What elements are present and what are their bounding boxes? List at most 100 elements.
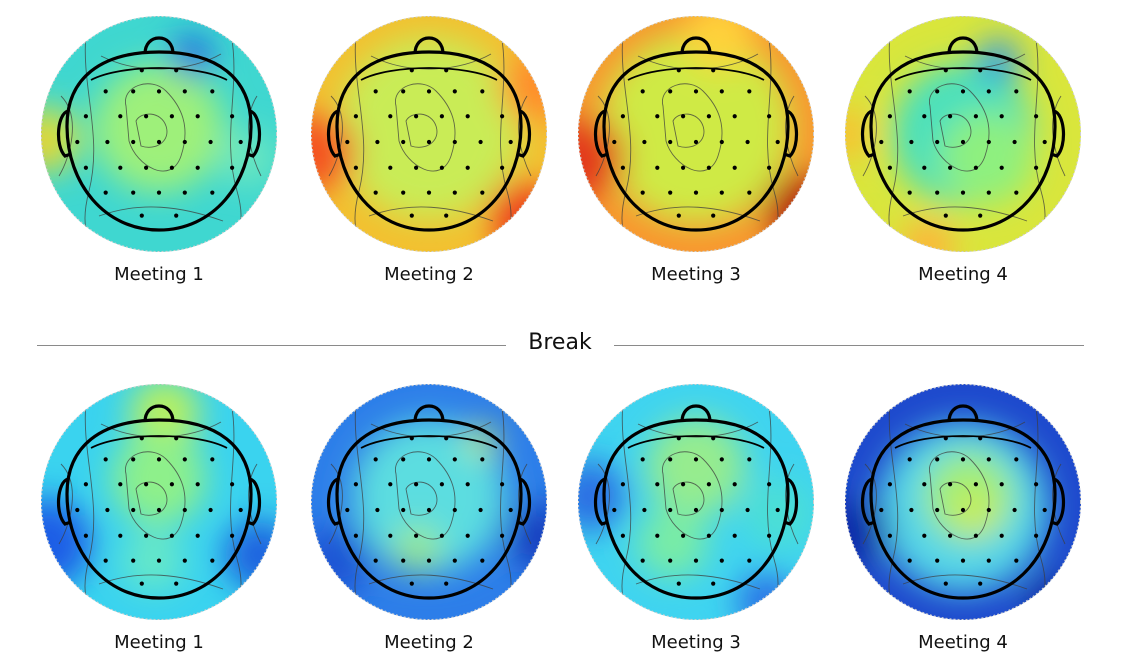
electrode-dot [655,533,660,538]
electrode-dot [353,165,358,170]
electrode-dot [668,190,673,195]
electrode-dot [960,558,966,563]
head-outline [327,36,531,232]
left-ear-icon [327,477,342,526]
electrode-dot [452,558,457,563]
electrode-dot [960,507,966,513]
electrode-dot [907,558,912,563]
activation-region [311,525,371,597]
electrode-dot [444,213,449,218]
left-ear-icon [861,477,876,526]
electrode-dot [986,558,991,563]
electrode-dot [620,114,625,119]
electrode-dot [693,190,699,195]
activation-region [646,417,746,517]
electrode-dot [943,68,948,73]
electrode-dot [139,581,144,586]
electrode-dot [612,139,617,145]
electrode-dot [401,507,406,513]
electrode-dot [747,558,752,563]
electrode-dot [1042,507,1047,513]
electrode-dot [208,507,213,513]
activation-region [599,31,793,225]
electrode-dot [711,68,716,73]
left-ear-icon [861,109,876,158]
left-ear-icon [327,109,342,158]
activation-region [764,172,814,249]
electrode-dot [767,533,772,538]
activation-region [939,110,1034,205]
electrode-dot [345,139,350,145]
electrode-dot [909,507,914,513]
electrode-dot [986,89,991,94]
topomap-bottom-4 [845,384,1081,620]
electrode-dot [640,457,645,462]
electrode-dot [907,457,912,462]
electrode-dot [681,114,686,119]
nose-icon [680,404,712,423]
electrode-dot [373,457,378,462]
electrode-dot [426,89,432,94]
electrode-dot [118,482,123,487]
electrode-dot [210,457,215,462]
head-outline [57,404,261,600]
electrode-dot [747,457,752,462]
topomap-top-2 [311,16,547,252]
electrode-dot [144,482,149,487]
nose-icon [143,404,175,423]
electrode-dot [922,165,927,170]
electrode-dot [144,114,149,119]
electrode-dot [668,139,673,145]
electrode-dot [935,89,940,94]
activation-region [41,106,80,173]
electrode-dot [409,213,414,218]
electrode-dot [706,482,711,487]
electrode-dot [452,190,457,195]
electrode-dot [195,165,200,170]
electrode-dot [353,533,358,538]
electrode-dot [375,139,380,145]
electrode-dot [732,482,737,487]
electrode-dot [922,114,927,119]
electrode-dot [693,139,699,145]
map-border [578,384,814,620]
electrode-dot [373,190,378,195]
electrode-dot [426,190,432,195]
electrode-dot [668,89,673,94]
electrode-dot [887,533,892,538]
electrode-dot [948,533,953,538]
electrode-dot [169,165,174,170]
head-outline [327,404,531,600]
electrode-dot [388,533,393,538]
electrode-dot [156,457,162,462]
electrode-dot [210,558,215,563]
electrode-dot [452,457,457,462]
electrode-dot [465,533,470,538]
topomap-top-4 [845,16,1081,252]
electrode-dot [156,139,162,145]
electrode-dot [655,114,660,119]
activation-region [488,181,547,252]
electrode-dot [948,114,953,119]
electrode-dot [1034,482,1039,487]
activation-region [311,112,356,191]
electrode-dot [681,482,686,487]
electrode-dot [195,482,200,487]
electrode-dot [887,114,892,119]
electrode-dot [1014,89,1019,94]
electrode-dot [426,558,432,563]
electrode-dot [978,581,983,586]
electrode-dot [182,190,187,195]
electrode-dot [83,482,88,487]
electrode-dot [973,114,978,119]
electrode-dot [144,165,149,170]
electrode-dot [103,190,108,195]
electrode-dot [978,68,983,73]
activation-region [845,108,871,160]
electrode-dot [960,457,966,462]
electrode-dot [935,507,940,513]
right-ear-icon [246,477,261,526]
electrode-dot [732,114,737,119]
electrode-dot [922,533,927,538]
nose-icon [143,36,175,55]
